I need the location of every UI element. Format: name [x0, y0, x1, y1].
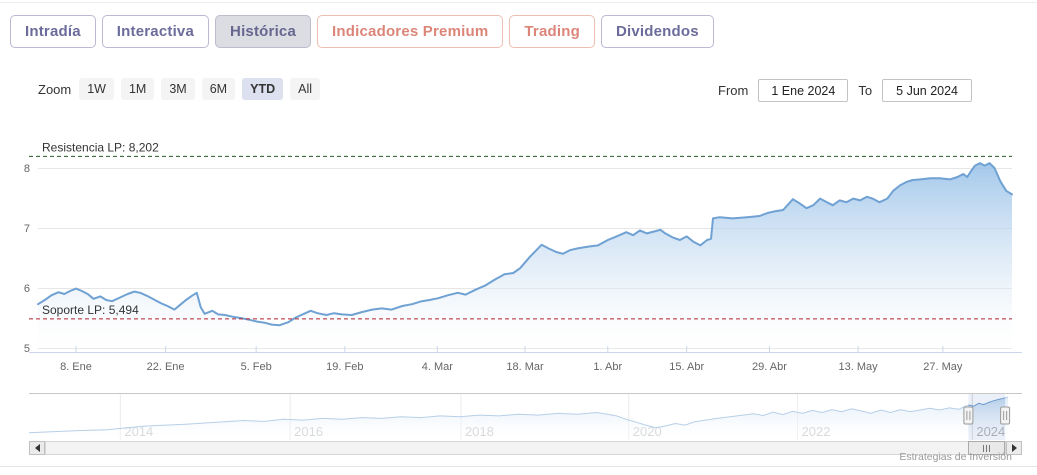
right-arrow-icon: [1011, 444, 1017, 452]
navigator-selected-range[interactable]: [968, 394, 1006, 440]
x-axis-label: 22. Ene: [147, 361, 185, 373]
zoom-6m-button[interactable]: 6M: [201, 78, 236, 100]
navigator-handle-left[interactable]: [963, 406, 974, 425]
x-axis-label: 29. Abr: [752, 361, 787, 373]
x-axis-label: 8. Ene: [60, 361, 92, 373]
navigator[interactable]: 201420162018202020222024: [29, 393, 1022, 440]
x-axis-label: 18. Mar: [506, 361, 544, 373]
series-area: [38, 163, 1012, 352]
x-axis-label: 15. Abr: [669, 361, 704, 373]
zoom-label: Zoom: [38, 81, 72, 97]
x-axis-label: 5. Feb: [241, 361, 272, 373]
tab-trading[interactable]: Trading: [509, 15, 595, 48]
support-label: Soporte LP: 5,494: [42, 303, 139, 317]
zoom-1w-button[interactable]: 1W: [79, 78, 114, 100]
y-axis-label: 6: [24, 283, 30, 295]
credit-text: Estrategias de Inversión: [899, 451, 1012, 463]
y-axis-label: 5: [24, 343, 30, 355]
x-axis-label: 27. May: [923, 361, 963, 373]
x-axis-label: 13. May: [839, 361, 879, 373]
zoom-3m-button[interactable]: 3M: [161, 78, 195, 100]
series-line: [37, 162, 1013, 327]
y-axis-label: 8: [24, 163, 30, 175]
tabs-row: Intradía Interactiva Histórica Indicador…: [10, 15, 714, 48]
top-divider: [0, 2, 1037, 3]
y-axis-label: 7: [24, 223, 30, 235]
x-axis-label: 4. Mar: [422, 361, 454, 373]
date-range-controls: From To: [718, 79, 982, 102]
zoom-ytd-button[interactable]: YTD: [242, 78, 284, 100]
x-axis: 8. Ene 22. Ene 5. Feb 19. Feb 4. Mar 18. Mar 1…: [29, 346, 1022, 373]
to-label: To: [858, 83, 873, 98]
navigator-handle-right[interactable]: [1000, 406, 1011, 425]
bottom-divider: [0, 466, 1037, 467]
navigator-mask-left: [29, 394, 969, 440]
zoom-all-button[interactable]: All: [290, 78, 321, 100]
navigator-mask-right: [1005, 394, 1022, 440]
scrollbar-thumb[interactable]: [968, 441, 1005, 455]
scrollbar-right-arrow[interactable]: [1006, 441, 1022, 455]
from-label: From: [718, 83, 749, 98]
zoom-controls: Zoom 1W 1M 3M 6M YTD All: [38, 78, 327, 100]
left-arrow-icon: [34, 444, 40, 452]
scrollbar-left-arrow[interactable]: [29, 441, 45, 455]
price-area-chart: 8 7 6 5 8. Ene 22. Ene 5. Feb 19. Feb 4. Mar 18. …: [24, 140, 1022, 373]
tab-indicadores-premium[interactable]: Indicadores Premium: [317, 15, 504, 48]
resistance-label: Resistencia LP: 8,202: [42, 140, 159, 154]
x-axis-label: 19. Feb: [326, 361, 363, 373]
scrollbar[interactable]: [29, 441, 1022, 455]
tab-historica[interactable]: Histórica: [215, 15, 312, 48]
x-axis-label: 1. Abr: [593, 361, 622, 373]
tab-intradia[interactable]: Intradía: [10, 15, 96, 48]
tab-interactiva[interactable]: Interactiva: [101, 15, 210, 48]
scrollbar-track[interactable]: [45, 441, 1006, 455]
zoom-1m-button[interactable]: 1M: [120, 78, 155, 100]
tab-dividendos[interactable]: Dividendos: [600, 15, 714, 48]
to-date-input[interactable]: [882, 79, 973, 102]
from-date-input[interactable]: [758, 79, 849, 102]
